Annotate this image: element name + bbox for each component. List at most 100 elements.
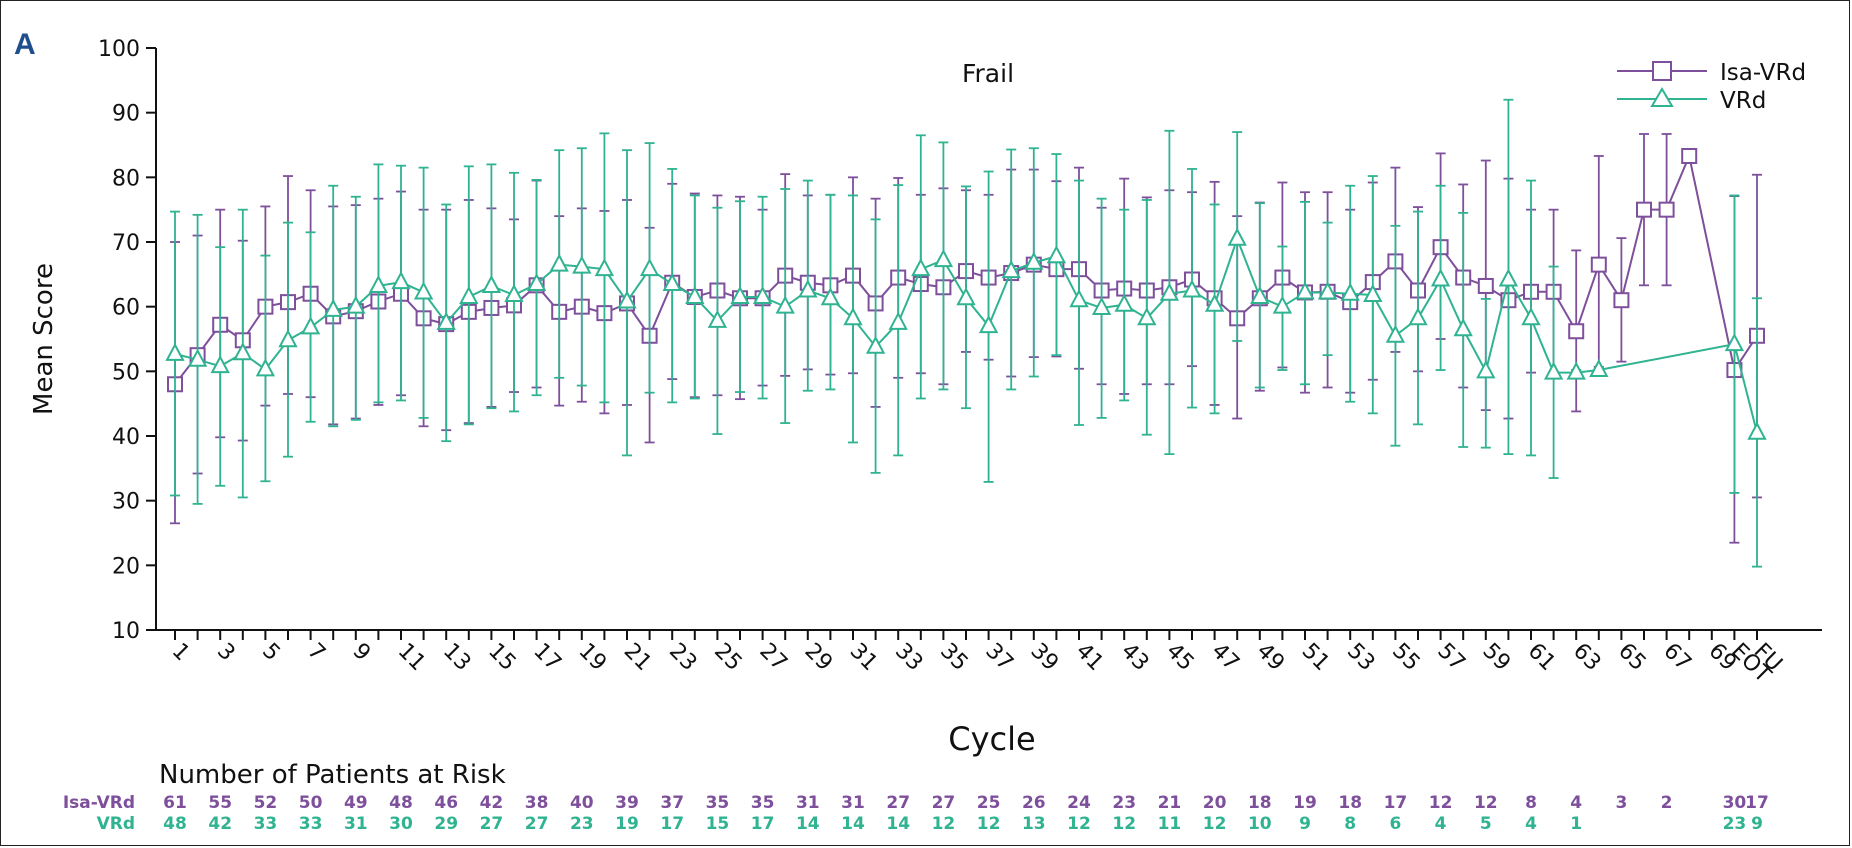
- x-tick-label: 1: [167, 639, 195, 667]
- at-risk-count: 19: [615, 814, 639, 834]
- at-risk-table: Isa-VRd 61 55 52 50 49 48 46 42 38 40 39 37 35 35 31 31 2…: [63, 793, 1769, 834]
- data-point: [1024, 251, 1044, 270]
- at-risk-count: 12: [932, 814, 956, 834]
- data-point: [1317, 281, 1338, 300]
- at-risk-count: 40: [570, 793, 594, 813]
- x-tick-label: 63: [1568, 639, 1605, 676]
- data-point: [662, 272, 682, 292]
- y-axis-label: Mean Score: [29, 263, 59, 415]
- data-point: [1430, 268, 1451, 287]
- at-risk-count: 30: [1723, 793, 1747, 813]
- at-risk-count: 48: [389, 793, 413, 813]
- at-risk-count: 55: [208, 793, 232, 813]
- at-risk-count: 38: [525, 793, 549, 813]
- at-risk-count: 17: [660, 814, 684, 834]
- data-point: [1453, 318, 1473, 337]
- x-tick-label: 25: [709, 639, 746, 676]
- at-risk-count: 11: [1158, 814, 1182, 834]
- data-point: [617, 290, 637, 309]
- at-risk-count: 35: [751, 793, 775, 813]
- at-risk-count: 5: [1480, 814, 1492, 834]
- at-risk-count: 35: [706, 793, 730, 813]
- at-risk-count: 31: [796, 793, 820, 813]
- x-tick-label: 19: [574, 639, 611, 676]
- at-risk-count: 17: [751, 814, 775, 834]
- data-point: [1250, 285, 1270, 304]
- data-point: [1046, 245, 1067, 264]
- y-tick-label: 20: [112, 554, 140, 579]
- at-risk-count: 42: [208, 814, 232, 834]
- x-tick-label: 15: [483, 639, 520, 676]
- x-tick-label: 29: [800, 639, 837, 676]
- data-point: [278, 329, 298, 348]
- at-risk-count: 1: [1570, 814, 1582, 834]
- at-risk-count: 24: [1067, 793, 1091, 813]
- at-risk-count: 8: [1525, 793, 1537, 813]
- at-risk-count: 6: [1389, 814, 1401, 834]
- at-risk-count: 29: [434, 814, 458, 834]
- x-tick-label: 49: [1252, 639, 1289, 676]
- data-point: [820, 287, 841, 306]
- at-risk-count: 50: [299, 793, 323, 813]
- x-tick-label: 65: [1613, 639, 1650, 676]
- x-tick-label: 39: [1026, 639, 1063, 676]
- legend-marker-isa: [1652, 61, 1672, 81]
- data-point: [1636, 201, 1652, 218]
- data-point: [933, 248, 954, 268]
- at-risk-count: 25: [977, 793, 1001, 813]
- at-risk-count: 19: [1293, 793, 1317, 813]
- x-tick-label: 47: [1206, 639, 1243, 676]
- at-risk-count: 9: [1751, 814, 1763, 834]
- data-point: [1498, 268, 1519, 287]
- x-tick-label: 41: [1071, 639, 1108, 676]
- at-risk-count: 18: [1248, 793, 1272, 813]
- data-point: [549, 253, 569, 272]
- x-tick-label: 53: [1342, 639, 1379, 676]
- y-tick-label: 90: [112, 102, 140, 127]
- at-risk-count: 49: [344, 793, 368, 813]
- at-risk-count: 12: [1203, 814, 1227, 834]
- data-point: [865, 335, 886, 354]
- x-tick-label: 33: [890, 639, 927, 676]
- legend-marker-vrd: [1650, 87, 1674, 107]
- at-risk-count: 21: [1158, 793, 1182, 813]
- x-tick-label: 11: [393, 639, 430, 676]
- at-risk-count: 46: [434, 793, 458, 813]
- at-risk-count: 3: [1615, 793, 1627, 813]
- data-point: [1363, 283, 1383, 303]
- data-point: [391, 270, 411, 290]
- data-point: [481, 274, 502, 293]
- at-risk-count: 4: [1435, 814, 1447, 834]
- data-point: [1747, 421, 1767, 440]
- x-tick-label: 43: [1116, 639, 1153, 676]
- data-point: [707, 309, 728, 328]
- at-risk-count: 27: [525, 814, 549, 834]
- data-point: [459, 285, 479, 304]
- data-point: [978, 314, 999, 334]
- data-point: [1566, 361, 1586, 380]
- at-risk-count: 23: [1723, 814, 1747, 834]
- x-tick-label: 27: [754, 639, 791, 676]
- data-point: [1521, 307, 1541, 326]
- at-risk-count: 12: [1474, 793, 1498, 813]
- x-tick-label: 55: [1387, 639, 1424, 676]
- data-point: [1477, 277, 1494, 294]
- data-point: [1543, 361, 1564, 380]
- at-risk-count: 12: [1112, 814, 1136, 834]
- at-risk-count: 23: [570, 814, 594, 834]
- at-risk-count: 14: [841, 814, 865, 834]
- data-point: [1385, 324, 1406, 343]
- data-point: [1091, 296, 1112, 315]
- data-point: [526, 272, 547, 292]
- data-point: [187, 348, 208, 367]
- data-point: [888, 311, 908, 330]
- at-risk-count: 27: [932, 793, 956, 813]
- data-point: [1681, 147, 1698, 164]
- x-tick-label: 51: [1297, 639, 1334, 676]
- legend-label-vrd: VRd: [1720, 88, 1766, 114]
- data-point: [1272, 295, 1293, 314]
- data-point: [1613, 292, 1630, 309]
- data-point: [798, 279, 818, 298]
- at-risk-count: 42: [480, 793, 504, 813]
